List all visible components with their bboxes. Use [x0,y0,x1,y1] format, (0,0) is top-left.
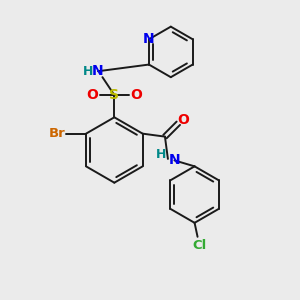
Text: S: S [109,88,119,102]
Text: H: H [156,148,167,161]
Text: O: O [86,88,98,102]
Text: Cl: Cl [192,239,206,252]
Text: H: H [83,65,94,78]
Text: N: N [143,32,155,46]
Text: O: O [178,113,190,127]
Text: O: O [131,88,142,102]
Text: N: N [169,153,180,167]
Text: Br: Br [49,127,66,140]
Text: N: N [92,64,104,78]
